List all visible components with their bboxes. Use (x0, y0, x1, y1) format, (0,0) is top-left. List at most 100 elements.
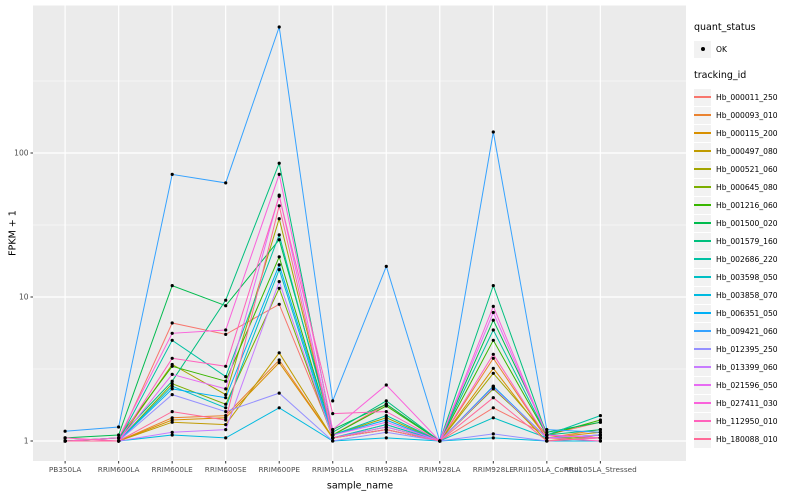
data-point (384, 418, 388, 422)
x-tick-label: PB350LA (49, 465, 82, 474)
data-point (63, 439, 67, 443)
data-point (170, 321, 174, 325)
series-color-swatch (694, 402, 711, 404)
series-color-swatch (694, 222, 711, 224)
data-point (384, 402, 388, 406)
data-point (277, 391, 281, 395)
data-point (331, 433, 335, 437)
data-point (224, 418, 228, 422)
data-point (277, 302, 281, 306)
data-point (598, 436, 603, 440)
series-color-swatch (694, 132, 711, 134)
data-point (598, 439, 603, 443)
data-point (384, 420, 388, 424)
data-point (170, 382, 174, 386)
data-point (277, 361, 281, 365)
legend-key (694, 412, 711, 430)
series-color-swatch (694, 294, 711, 296)
data-point (224, 364, 228, 368)
legend-item: Hb_006351_050 (694, 304, 800, 322)
x-tick-label: RRIM928LA (419, 465, 461, 474)
data-point (598, 428, 603, 432)
legend-item: Hb_012395_250 (694, 340, 800, 358)
legend-key (694, 178, 711, 196)
data-point (117, 433, 121, 437)
data-point (384, 414, 388, 418)
data-point (224, 416, 228, 420)
legend-item-ok: OK (694, 40, 800, 58)
data-point (277, 255, 281, 259)
data-point (598, 433, 603, 437)
data-point (598, 430, 603, 434)
legend-item: Hb_001579_160 (694, 232, 800, 250)
legend-key (694, 340, 711, 358)
data-point (170, 284, 174, 288)
x-tick-label: RRIM928LE (473, 465, 515, 474)
data-point (224, 436, 228, 440)
legend-item: Hb_027411_030 (694, 394, 800, 412)
data-point (170, 338, 174, 342)
data-point (224, 181, 228, 185)
series-color-swatch (694, 258, 711, 260)
data-point (384, 264, 388, 268)
data-point (170, 430, 174, 434)
x-tick-label: RRIM600LE (152, 465, 194, 474)
data-point (384, 436, 388, 440)
legend-item: Hb_021596_050 (694, 376, 800, 394)
legend-item: Hb_000115_200 (694, 124, 800, 142)
x-tick-label: RRIM600LA (98, 465, 140, 474)
data-point (277, 194, 281, 198)
series-color-swatch (694, 276, 711, 278)
legend-key (694, 232, 711, 250)
data-point (331, 428, 335, 432)
legend-label: Hb_027411_030 (716, 398, 778, 408)
data-point (277, 286, 281, 290)
data-point (491, 310, 495, 315)
data-point (277, 172, 281, 176)
data-point (224, 393, 228, 397)
legend-item: Hb_000093_010 (694, 106, 800, 124)
legend-key (694, 40, 711, 58)
legend-label: OK (716, 44, 727, 54)
data-point (384, 399, 388, 403)
legend-key (694, 394, 711, 412)
data-point (277, 406, 281, 410)
data-point (224, 304, 228, 308)
data-point (277, 351, 281, 355)
data-point (277, 25, 281, 29)
legend-label: Hb_001500_020 (716, 218, 778, 228)
data-point (277, 238, 281, 242)
data-point (277, 268, 281, 272)
fpkm-line-chart: 1 10 100 PB350LA RRIM600LA RRIM600LE RRIM600SE… (14, 5, 686, 474)
data-point (170, 384, 174, 388)
data-point (331, 430, 335, 434)
data-point (224, 387, 228, 391)
data-point (491, 406, 495, 410)
data-point (63, 429, 67, 433)
legend-label: Hb_001216_060 (716, 200, 778, 210)
x-tick-label: RRII105LA_Stressed (564, 465, 637, 474)
data-point (438, 439, 442, 443)
data-point (277, 161, 281, 165)
x-tick-label: RRII105LA_Control (513, 465, 581, 474)
legend-key (694, 376, 711, 394)
data-point (170, 416, 174, 420)
data-point (598, 414, 603, 418)
data-point (331, 439, 335, 443)
data-point (170, 393, 174, 397)
series-color-swatch (694, 240, 711, 242)
series-color-swatch (694, 366, 711, 368)
data-point (224, 410, 228, 414)
legend-key (694, 322, 711, 340)
legend-item: Hb_001500_020 (694, 214, 800, 232)
data-point (170, 387, 174, 391)
data-point (224, 332, 228, 336)
data-point (491, 432, 495, 436)
series-color-swatch (694, 420, 711, 422)
data-point (170, 356, 174, 360)
legend-key (694, 268, 711, 286)
data-point (384, 425, 388, 429)
legend-label: Hb_000011_250 (716, 92, 778, 102)
series-color-swatch (694, 348, 711, 350)
